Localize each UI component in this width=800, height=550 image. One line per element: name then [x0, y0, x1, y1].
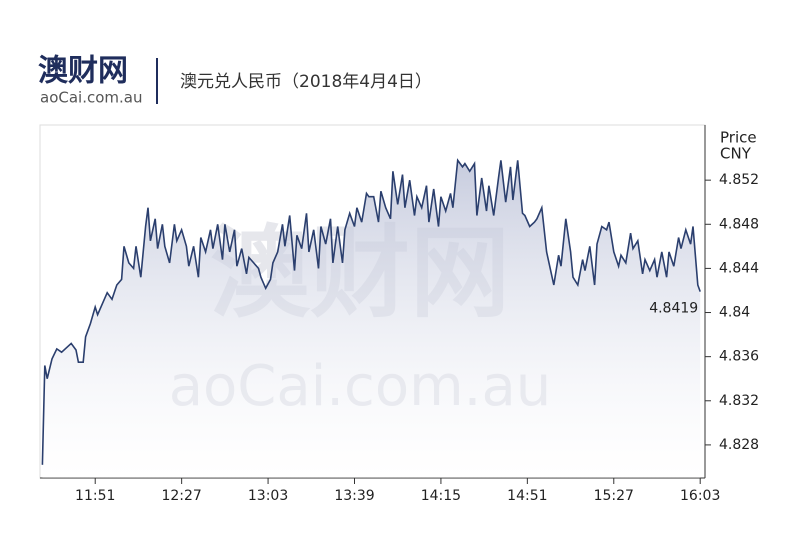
x-tick-label: 14:15 [421, 488, 461, 504]
y-tick-label: 4.836 [719, 349, 759, 365]
y-tick-label: 4.844 [719, 260, 759, 276]
y-tick-label: 4.852 [719, 172, 759, 188]
y-axis-label: Price [720, 129, 757, 147]
y-tick-label: 4.848 [719, 216, 759, 232]
logo: 澳财网 [38, 54, 128, 89]
y-tick-label: 4.832 [719, 393, 759, 409]
line [41, 158, 701, 465]
logo-sub: aoCai.com.au [40, 89, 142, 107]
x-tick-label: 14:51 [507, 488, 547, 504]
x-tick-label: 13:03 [248, 488, 288, 504]
x-tick-label: 12:27 [161, 488, 201, 504]
x-tick-label: 16:03 [680, 488, 720, 504]
chart-title: 澳元兑人民币（2018年4月4日） [180, 72, 432, 92]
area [42, 160, 701, 479]
x-tick-label: 15:27 [594, 488, 634, 504]
y-tick-label: 4.828 [719, 437, 759, 453]
x-tick-label: 13:39 [334, 488, 374, 504]
y-axis-label: CNY [720, 145, 752, 163]
x-tick-label: 11:51 [75, 488, 115, 504]
last-value-label: 4.8419 [649, 301, 698, 317]
y-tick-label: 4.84 [719, 305, 750, 321]
